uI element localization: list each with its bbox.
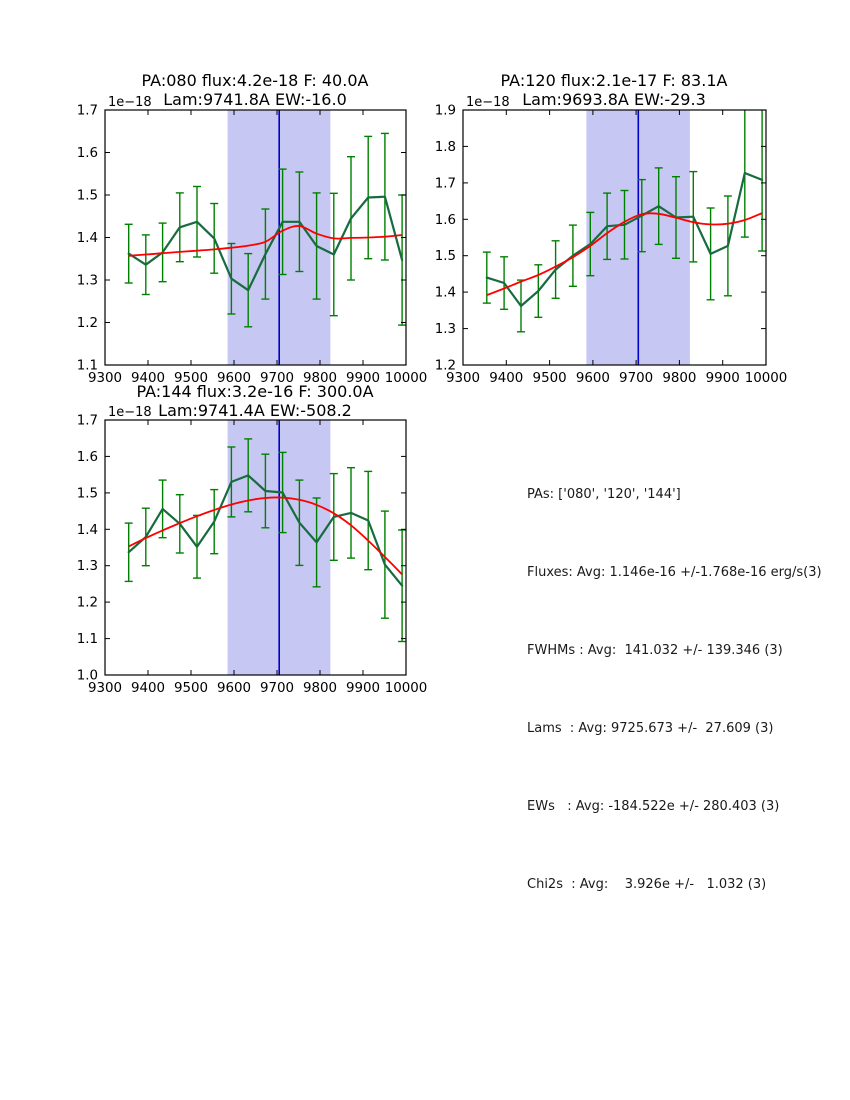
svg-text:1.5: 1.5 bbox=[77, 189, 98, 204]
svg-text:9600: 9600 bbox=[217, 371, 251, 386]
svg-text:9700: 9700 bbox=[619, 371, 653, 386]
subplot-pa144-title-line1: PA:144 flux:3.2e-16 F: 300.0A bbox=[136, 382, 374, 401]
stat-line-lams: Lams : Avg: 9725.673 +/- 27.609 (3) bbox=[527, 721, 774, 736]
svg-text:1.7: 1.7 bbox=[77, 104, 98, 119]
svg-text:9500: 9500 bbox=[533, 371, 567, 386]
svg-text:1.4: 1.4 bbox=[77, 231, 98, 246]
svg-text:9700: 9700 bbox=[260, 681, 294, 696]
svg-text:9800: 9800 bbox=[662, 371, 696, 386]
svg-text:9400: 9400 bbox=[131, 681, 165, 696]
svg-text:9800: 9800 bbox=[303, 681, 337, 696]
svg-text:1.0: 1.0 bbox=[77, 669, 98, 684]
svg-text:1.7: 1.7 bbox=[435, 176, 456, 191]
svg-text:1.2: 1.2 bbox=[435, 359, 456, 374]
svg-text:9900: 9900 bbox=[346, 371, 380, 386]
subplot-pa144-title-line2: Lam:9741.4A EW:-508.2 bbox=[158, 401, 352, 420]
svg-text:1.6: 1.6 bbox=[435, 213, 456, 228]
stat-line-fluxes: Fluxes: Avg: 1.146e-16 +/-1.768e-16 erg/… bbox=[527, 565, 822, 580]
svg-text:9400: 9400 bbox=[489, 371, 523, 386]
svg-text:9500: 9500 bbox=[174, 681, 208, 696]
svg-text:9500: 9500 bbox=[174, 371, 208, 386]
svg-text:10000: 10000 bbox=[385, 681, 428, 696]
svg-text:1.7: 1.7 bbox=[77, 414, 98, 429]
svg-text:1.4: 1.4 bbox=[77, 523, 98, 538]
subplot-pa080-title-line2: Lam:9741.8A EW:-16.0 bbox=[163, 90, 347, 109]
svg-text:1.4: 1.4 bbox=[435, 286, 456, 301]
svg-text:1.6: 1.6 bbox=[77, 146, 98, 161]
svg-text:9300: 9300 bbox=[446, 371, 480, 386]
subplot-pa144-title: PA:144 flux:3.2e-16 F: 300.0A Lam:9741.4… bbox=[65, 382, 445, 420]
stat-line-fwhms: FWHMs : Avg: 141.032 +/- 139.346 (3) bbox=[527, 643, 783, 658]
svg-text:1.3: 1.3 bbox=[435, 322, 456, 337]
svg-text:1.1: 1.1 bbox=[77, 632, 98, 647]
subplot-pa080-title-line1: PA:080 flux:4.2e-18 F: 40.0A bbox=[141, 71, 369, 90]
stat-line-pas: PAs: ['080', '120', '144'] bbox=[527, 487, 681, 502]
svg-text:1e−18: 1e−18 bbox=[108, 95, 152, 110]
svg-text:1.2: 1.2 bbox=[77, 316, 98, 331]
svg-text:9600: 9600 bbox=[576, 371, 610, 386]
svg-text:9900: 9900 bbox=[346, 681, 380, 696]
svg-text:9700: 9700 bbox=[260, 371, 294, 386]
svg-text:1.3: 1.3 bbox=[77, 559, 98, 574]
svg-text:10000: 10000 bbox=[745, 371, 788, 386]
subplot-pa120-title-line1: PA:120 flux:2.1e-17 F: 83.1A bbox=[500, 71, 728, 90]
stat-line-ews: EWs : Avg: -184.522e +/- 280.403 (3) bbox=[527, 799, 780, 814]
svg-text:1e−18: 1e−18 bbox=[466, 95, 510, 110]
subplot-pa080-axes: 9300 9400 9500 9600 9700 9800 9900 10000 1.1 1.2 1… bbox=[77, 95, 428, 386]
svg-text:1.3: 1.3 bbox=[77, 274, 98, 289]
stat-line-chi2s: Chi2s : Avg: 3.926e +/- 1.032 (3) bbox=[527, 877, 767, 892]
subplot-pa120-title-line2: Lam:9693.8A EW:-29.3 bbox=[522, 90, 706, 109]
svg-text:9300: 9300 bbox=[88, 371, 122, 386]
svg-text:1.5: 1.5 bbox=[77, 486, 98, 501]
svg-text:1.5: 1.5 bbox=[435, 249, 456, 264]
svg-text:1.6: 1.6 bbox=[77, 450, 98, 465]
subplot-pa120-axes: 9300 9400 9500 9600 9700 9800 9900 10000 1.2 1.3 1… bbox=[435, 95, 788, 386]
stats-panel: PAs: ['080', '120', '144'] Fluxes: Avg: … bbox=[527, 430, 822, 950]
svg-text:9300: 9300 bbox=[88, 681, 122, 696]
svg-text:1e−18: 1e−18 bbox=[108, 405, 152, 420]
svg-text:1.8: 1.8 bbox=[435, 140, 456, 155]
svg-text:9800: 9800 bbox=[303, 371, 337, 386]
svg-text:1.9: 1.9 bbox=[435, 104, 456, 119]
svg-text:10000: 10000 bbox=[385, 371, 428, 386]
svg-text:9900: 9900 bbox=[706, 371, 740, 386]
subplot-pa144-axes: 9300 9400 9500 9600 9700 9800 9900 10000 1.0 1.1 1… bbox=[77, 405, 428, 696]
svg-text:1.2: 1.2 bbox=[77, 596, 98, 611]
svg-text:1.1: 1.1 bbox=[77, 359, 98, 374]
subplot-pa120-title: PA:120 flux:2.1e-17 F: 83.1A Lam:9693.8A… bbox=[424, 71, 804, 109]
subplot-pa080-title: PA:080 flux:4.2e-18 F: 40.0A Lam:9741.8A… bbox=[65, 71, 445, 109]
svg-text:9600: 9600 bbox=[217, 681, 251, 696]
svg-text:9400: 9400 bbox=[131, 371, 165, 386]
